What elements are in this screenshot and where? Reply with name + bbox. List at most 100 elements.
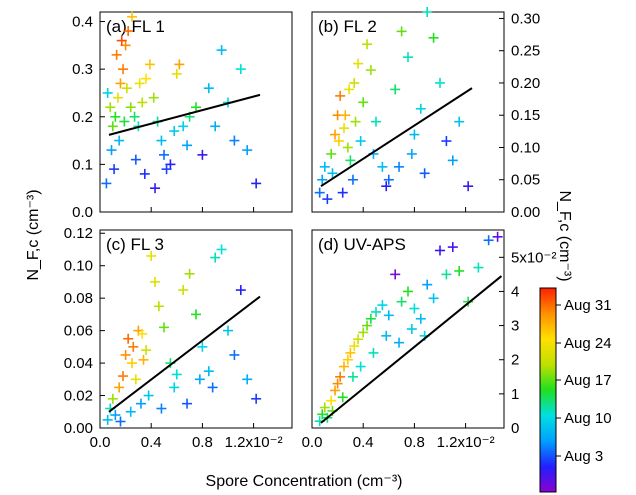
panel-frame (99, 229, 293, 429)
data-point (339, 361, 349, 372)
data-point (319, 402, 330, 413)
data-point (435, 77, 445, 88)
data-point (123, 26, 134, 37)
data-point (344, 84, 355, 95)
x-tick-label: 1.2x10⁻² (225, 434, 283, 451)
x-tick-label: 0.8 (404, 434, 425, 451)
y-tick-label: 0.02 (64, 388, 93, 405)
panel-label: (b) FL 2 (318, 17, 377, 36)
data-point (396, 26, 407, 37)
data-point (345, 347, 356, 358)
data-point (447, 155, 458, 166)
data-point (169, 126, 180, 137)
y-tick-label: 1 (511, 386, 519, 403)
data-point (139, 168, 150, 179)
data-point (337, 187, 348, 198)
data-point (203, 366, 214, 377)
data-point (422, 7, 433, 17)
data-point (130, 154, 141, 165)
data-point (171, 369, 182, 380)
x-tick-label: 0.4 (353, 434, 374, 451)
panel-2: (b) FL 2 0.00 0.05 0.10 0.15 0.20 0.25 0.30 (311, 7, 540, 221)
y-tick-label: 0.20 (511, 75, 540, 92)
data-point (383, 174, 394, 185)
data-point (115, 416, 126, 427)
y-tick-label: 0.00 (64, 420, 93, 437)
data-point (403, 52, 413, 63)
colorbar-tick-label: Aug 3 (564, 448, 603, 465)
data-point (415, 313, 426, 324)
data-point (137, 97, 148, 108)
data-point (406, 324, 417, 334)
data-point (326, 395, 337, 406)
data-point (333, 136, 344, 147)
y-tick-label: 0 (511, 420, 519, 437)
y-axis-title-right: N_F,c (cm⁻³) (556, 190, 573, 281)
data-point (119, 116, 130, 127)
data-point (184, 268, 195, 279)
data-point (114, 135, 125, 146)
data-point (137, 328, 148, 339)
data-point (106, 145, 117, 156)
data-point (194, 374, 205, 385)
data-point (342, 354, 353, 365)
data-point (121, 83, 132, 94)
data-point (141, 73, 152, 84)
data-point (251, 178, 262, 189)
colorbar-tick-label: Aug 10 (564, 410, 612, 427)
data-point (330, 385, 341, 396)
data-point (150, 183, 161, 194)
data-point (191, 102, 201, 113)
data-point (127, 358, 137, 369)
data-point (330, 129, 341, 140)
x-tick-label: 0.4 (141, 434, 162, 451)
data-point (197, 341, 208, 352)
x-tick-label: 0.0 (90, 434, 111, 451)
fit-line (320, 275, 503, 424)
x-tick-label: 1.2x10⁻² (437, 434, 495, 451)
data-point (116, 35, 127, 46)
y-tick-label: 0.06 (64, 323, 93, 340)
fit-line (320, 87, 473, 188)
data-point (362, 39, 373, 50)
data-point (394, 161, 405, 172)
y-tick-label: 0.12 (64, 225, 93, 242)
data-point (349, 341, 360, 352)
data-point (335, 90, 346, 101)
data-point (441, 269, 452, 280)
panel-3: (c) FL 3 0.00 0.02 0.04 0.06 0.08 0.10 0.12 0.0 0… (64, 225, 293, 451)
data-point (447, 242, 458, 253)
data-point (203, 83, 214, 94)
data-point (342, 142, 353, 153)
data-point (128, 341, 139, 352)
data-point (125, 406, 136, 417)
data-point (492, 231, 503, 242)
data-point (473, 262, 484, 273)
data-point (322, 194, 333, 205)
data-point (394, 337, 405, 348)
colorbar-tick-label: Aug 24 (564, 335, 612, 352)
panel-frame (311, 11, 505, 213)
data-point (339, 123, 349, 134)
colorbar-tick-label: Aug 31 (564, 297, 612, 314)
panel-1: (a) FL 1 0.0 0.1 0.2 0.3 0.4 (72, 11, 293, 221)
data-point (353, 58, 364, 69)
y-tick-label: 5x10⁻² (511, 249, 556, 266)
data-point (178, 121, 189, 132)
data-point (242, 145, 253, 156)
data-point (381, 330, 392, 341)
data-point (182, 140, 193, 151)
y-tick-label: 0.3 (72, 61, 93, 78)
data-point (335, 371, 346, 382)
data-point (355, 136, 366, 147)
panel-label: (a) FL 1 (106, 17, 165, 36)
data-point (216, 45, 227, 56)
fit-line (108, 295, 261, 413)
data-point (377, 161, 388, 172)
data-point (111, 49, 122, 60)
data-point (422, 279, 433, 290)
data-point (390, 269, 401, 280)
data-point (353, 334, 364, 345)
data-point (191, 309, 201, 320)
